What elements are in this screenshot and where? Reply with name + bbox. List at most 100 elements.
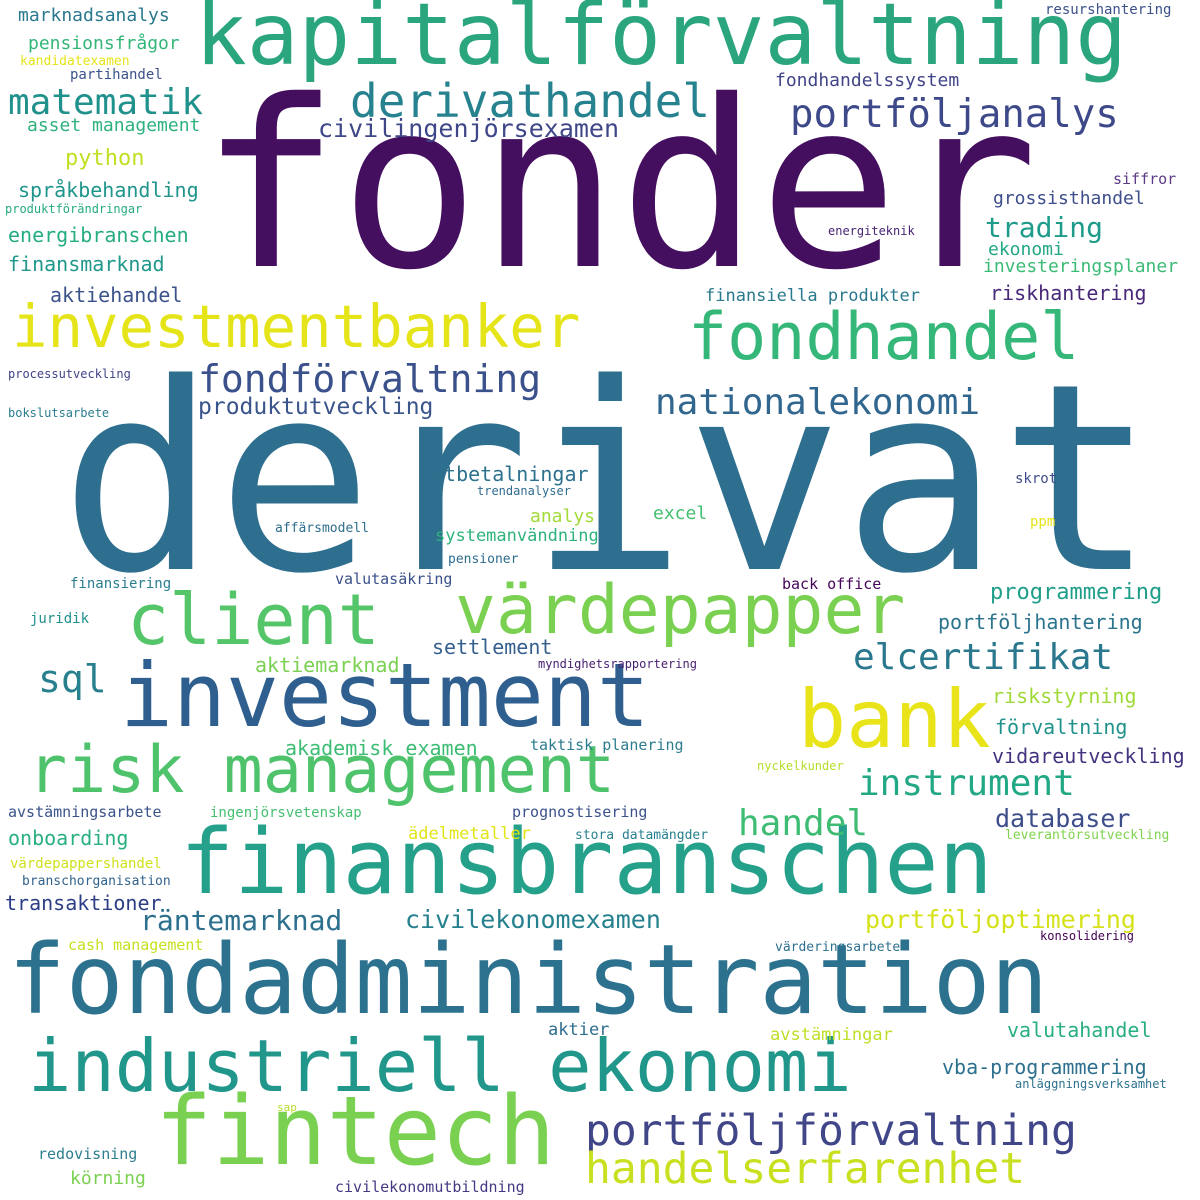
- word: bank: [798, 673, 991, 766]
- word: värderingsarbete: [775, 940, 901, 955]
- word: valutasäkring: [335, 570, 453, 588]
- word: aktier: [548, 1020, 610, 1040]
- word: siffror: [1113, 170, 1177, 188]
- word: körning: [70, 1168, 146, 1189]
- word: nyckelkunder: [757, 759, 844, 773]
- word: back office: [782, 575, 882, 593]
- word: räntemarknad: [140, 904, 343, 937]
- word: taktisk planering: [530, 736, 684, 754]
- word: ädelmetaller: [408, 824, 531, 844]
- word: fondhandelssystem: [775, 70, 960, 91]
- word: avstämningar: [770, 1025, 893, 1045]
- word: transaktioner: [5, 891, 162, 915]
- word: aktiehandel: [50, 283, 183, 307]
- word: kapitalförvaltning: [195, 0, 1127, 85]
- word: värdepapper: [455, 571, 906, 650]
- word: instrument: [858, 763, 1075, 804]
- word: avstämningsarbete: [8, 803, 162, 821]
- word: processutveckling: [8, 367, 131, 381]
- word: databaser: [995, 804, 1131, 833]
- word: fondförvaltning: [198, 357, 542, 401]
- word: aktiemarknad: [255, 653, 400, 677]
- word: programmering: [990, 580, 1163, 605]
- word: client: [127, 579, 380, 661]
- word: fondadministration: [8, 924, 1049, 1036]
- word: riskhantering: [990, 281, 1147, 305]
- word: derivat: [60, 329, 1156, 631]
- word: utbetalningar: [432, 462, 589, 486]
- word: portföljhantering: [938, 610, 1143, 634]
- word: energibranschen: [8, 223, 189, 247]
- word: energiteknik: [828, 224, 915, 238]
- word: pensionsfrågor: [28, 33, 180, 54]
- word: stora datamängder: [575, 828, 709, 843]
- word: portföljanalys: [790, 92, 1119, 137]
- word: portföljförvaltning: [585, 1106, 1077, 1156]
- word: pensioner: [448, 552, 519, 567]
- word: asset management: [27, 115, 201, 136]
- word: redovisning: [38, 1145, 138, 1163]
- word: ekonomi: [988, 239, 1064, 260]
- word: bokslutsarbete: [8, 406, 110, 420]
- word: industriell ekonomi: [28, 1024, 852, 1108]
- word: civilekonomexamen: [405, 905, 661, 934]
- word: finansiering: [70, 576, 172, 592]
- word: grossisthandel: [993, 188, 1145, 209]
- word: settlement: [432, 635, 553, 659]
- word: anläggningsverksamhet: [1015, 1077, 1167, 1091]
- word: onboarding: [8, 826, 129, 850]
- word: trading: [985, 211, 1104, 244]
- word: myndighetsrapportering: [538, 657, 697, 671]
- word: matematik: [8, 82, 204, 123]
- word: investmentbanker: [12, 292, 581, 361]
- word: civilingenjörsexamen: [318, 114, 620, 143]
- word: cash management: [68, 936, 204, 954]
- word: investment: [120, 644, 650, 747]
- word: analys: [530, 506, 596, 527]
- word: språkbehandling: [18, 178, 199, 202]
- word: trendanalyser: [477, 484, 571, 498]
- word: valutahandel: [1007, 1018, 1152, 1042]
- word: fintech: [155, 1077, 556, 1187]
- word: sap: [277, 1101, 297, 1114]
- word: kandidatexamen: [20, 54, 130, 69]
- word: ppm: [1030, 514, 1056, 530]
- word: finansmarknad: [8, 252, 165, 276]
- word: finansiella produkter: [705, 286, 920, 306]
- word: partihandel: [70, 67, 163, 83]
- word: elcertifikat: [853, 637, 1114, 678]
- word: civilekonomutbildning: [335, 1178, 525, 1196]
- word: sql: [38, 657, 107, 701]
- word: excel: [653, 503, 708, 524]
- word: systemanvändning: [435, 526, 599, 546]
- word: branschorganisation: [22, 874, 171, 889]
- word: portföljoptimering: [865, 905, 1136, 934]
- word: resurshantering: [1045, 2, 1172, 18]
- word: python: [65, 146, 145, 171]
- word: derivathandel: [350, 74, 711, 128]
- word: vidareutveckling: [992, 744, 1185, 768]
- word: investeringsplaner: [983, 256, 1179, 277]
- word: risk management: [28, 733, 615, 808]
- word: riskstyrning: [992, 684, 1137, 708]
- word: affärsmodell: [275, 521, 369, 536]
- word: förvaltning: [995, 715, 1128, 739]
- word: skrot: [1015, 471, 1058, 487]
- word: produktförändringar: [5, 202, 143, 216]
- word: leverantörsutveckling: [1005, 828, 1170, 843]
- word: värdepappershandel: [10, 856, 162, 872]
- word: fonder: [200, 51, 1039, 321]
- word: konsolidering: [1040, 929, 1134, 943]
- word: finansbranschen: [180, 810, 993, 915]
- word: handelserfarenhet: [585, 1144, 1026, 1194]
- word: prognostisering: [512, 803, 648, 821]
- word: akademisk examen: [285, 736, 478, 760]
- word: marknadsanalys: [18, 5, 170, 26]
- word: ingenjörsvetenskap: [210, 805, 362, 821]
- word: fondhandel: [688, 300, 1080, 375]
- word: nationalekonomi: [655, 382, 981, 423]
- word: juridik: [30, 611, 90, 627]
- word: vba-programmering: [942, 1055, 1147, 1079]
- word: handel: [738, 803, 869, 844]
